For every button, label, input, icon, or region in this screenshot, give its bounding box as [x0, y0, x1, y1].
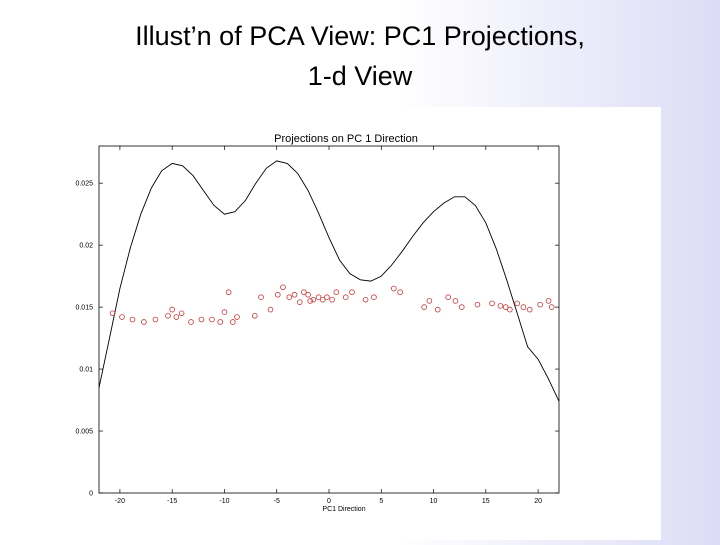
projection-point [319, 296, 326, 303]
chart-title: Projections on PC 1 Direction [274, 133, 418, 145]
density-curve [98, 160, 560, 402]
projection-point [141, 319, 147, 325]
projection-point [165, 312, 171, 319]
projection-point [315, 294, 322, 300]
projection-point [391, 285, 397, 292]
projection-point [198, 316, 205, 323]
projection-point [258, 294, 264, 300]
projection-point [497, 303, 504, 309]
projection-point [474, 301, 481, 308]
projection-point [169, 306, 175, 313]
axis-ticks: -20 -15 -10 -5 0 5 10 15 20 0 0.005 0.01 0.015 0.02 0.… [75, 146, 559, 505]
projection-point [397, 289, 403, 296]
projection-point [514, 300, 520, 307]
projection-point [307, 298, 313, 304]
projection-point [267, 306, 274, 313]
projection-point [178, 310, 185, 317]
slide-title-line-1: Illust’n of PCA View: PC1 Projections, [135, 21, 585, 51]
x-tick-label: 5 [379, 498, 383, 505]
projection-point [301, 289, 307, 296]
projection-point [333, 289, 340, 296]
projection-point [291, 291, 298, 298]
projection-point [421, 304, 427, 310]
projection-point [349, 289, 355, 296]
slide-title-line-2: 1-d View [307, 61, 413, 91]
projection-point [434, 306, 441, 313]
projection-point [371, 294, 377, 300]
projection-point [502, 304, 509, 310]
x-tick-label: 0 [327, 498, 331, 505]
projection-point [305, 291, 311, 298]
projection-point [221, 309, 228, 315]
projection-point [324, 294, 330, 300]
projection-point [545, 298, 552, 304]
plot-frame [98, 145, 560, 494]
projection-point [209, 316, 215, 323]
x-tick-label: 10 [430, 498, 438, 505]
projection-point [173, 314, 180, 320]
projection-point [458, 304, 465, 310]
projection-point [342, 294, 349, 300]
x-tick-label: -5 [274, 498, 280, 505]
projection-point [129, 316, 136, 323]
figure-panel: Projections on PC 1 Direction PC1 Direct… [48, 107, 661, 540]
x-axis-label: PC1 Direction [322, 506, 365, 513]
x-tick-label: -10 [219, 498, 229, 505]
projection-point [507, 306, 513, 313]
series-layer [98, 160, 560, 402]
projection-point [286, 294, 293, 300]
y-tick-label: 0.005 [75, 429, 93, 436]
projection-point [109, 310, 116, 317]
y-tick-label: 0.01 [79, 367, 93, 374]
projection-point [537, 301, 543, 308]
projection-point [234, 314, 240, 320]
projection-point [520, 304, 527, 310]
projection-point [362, 296, 369, 303]
projection-point [489, 300, 495, 307]
projection-point [251, 312, 258, 319]
y-tick-label: 0.015 [75, 305, 93, 312]
x-tick-label: -20 [115, 498, 125, 505]
projection-point [526, 306, 533, 313]
x-tick-label: 15 [482, 498, 490, 505]
projection-point [329, 296, 335, 303]
projection-point [548, 304, 555, 310]
y-tick-label: 0.025 [75, 181, 93, 188]
projection-point [445, 294, 451, 300]
y-tick-label: 0 [89, 491, 93, 498]
projection-point [217, 319, 224, 325]
x-tick-label: -15 [167, 498, 177, 505]
projection-point [296, 299, 303, 305]
projection-point [280, 284, 286, 291]
x-tick-label: 20 [534, 498, 542, 505]
projection-point [225, 289, 232, 296]
projection-point [188, 319, 194, 325]
slide-title: Illust’n of PCA View: PC1 Projections, 1… [60, 16, 660, 96]
projection-point [152, 316, 159, 323]
projection-point [119, 314, 125, 320]
projection-point [230, 319, 236, 325]
pc1-projection-chart: Projections on PC 1 Direction PC1 Direct… [75, 133, 560, 513]
projection-point [452, 298, 459, 304]
projection-point [310, 296, 317, 303]
projection-point [426, 298, 433, 304]
y-tick-label: 0.02 [79, 243, 93, 250]
projection-point [274, 291, 281, 298]
